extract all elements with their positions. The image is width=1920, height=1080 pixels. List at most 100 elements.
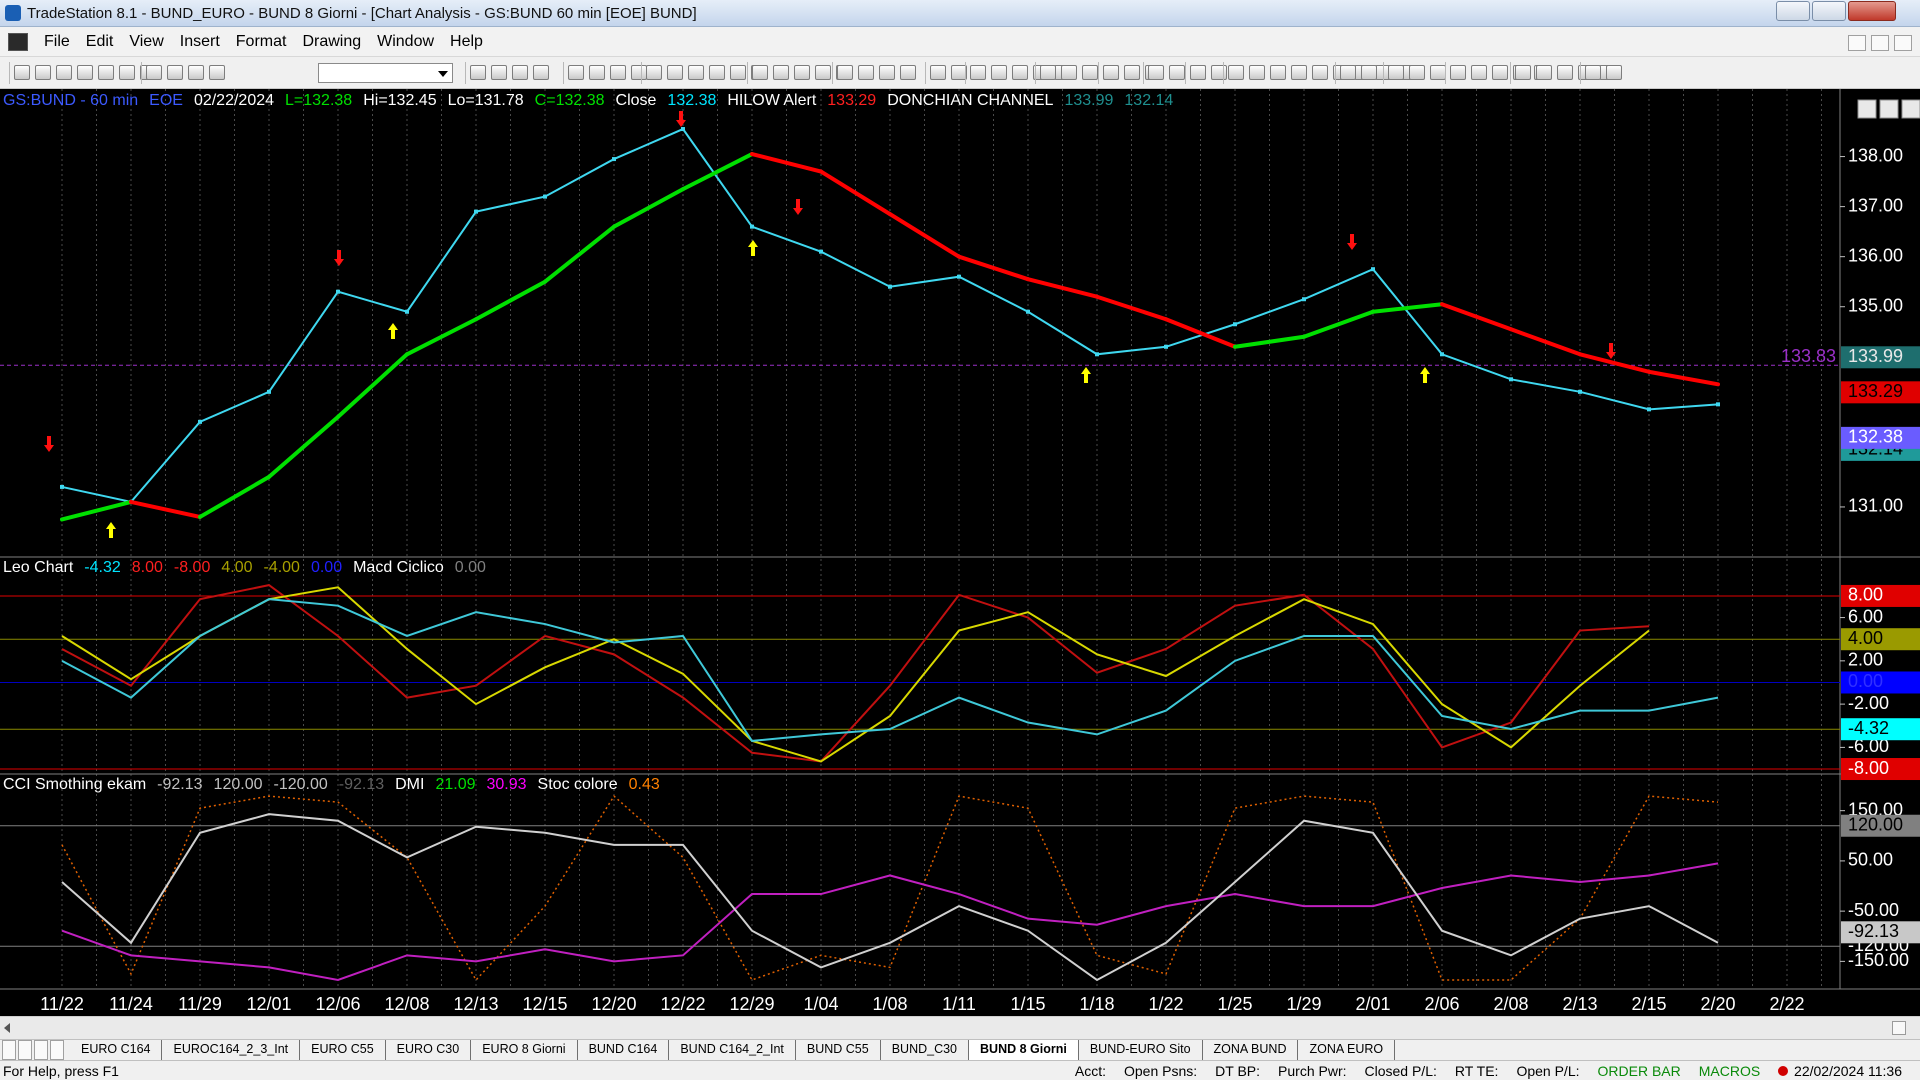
menu-item[interactable]: View [129, 32, 164, 50]
workspace-tab[interactable]: BUND C55 [796, 1040, 881, 1060]
toolbar-button[interactable] [646, 65, 662, 80]
horizontal-scrollbar[interactable] [0, 1016, 1920, 1039]
workspace-tab[interactable]: EURO C55 [300, 1040, 386, 1060]
toolbar-button[interactable] [1148, 65, 1164, 80]
toolbar-button[interactable] [815, 65, 831, 80]
toolbar-button[interactable] [1211, 65, 1227, 80]
toolbar-button[interactable] [119, 65, 135, 80]
chart-window-button[interactable] [1879, 99, 1899, 119]
toolbar-button[interactable] [146, 65, 162, 80]
chart-window-button[interactable] [1857, 99, 1877, 119]
toolbar-button[interactable] [1492, 65, 1508, 80]
toolbar-button[interactable] [631, 65, 647, 80]
toolbar-button[interactable] [1249, 65, 1265, 80]
toolbar-button[interactable] [1388, 65, 1404, 80]
menu-item[interactable]: Window [377, 32, 435, 50]
toolbar-button[interactable] [1585, 65, 1601, 80]
scroll-thumb[interactable] [1892, 1021, 1906, 1035]
menu-item[interactable]: File [44, 32, 70, 50]
toolbar-button[interactable] [568, 65, 584, 80]
toolbar-button[interactable] [1190, 65, 1206, 80]
tab-nav-prev[interactable] [18, 1040, 32, 1060]
tab-nav-last[interactable] [50, 1040, 64, 1060]
menu-item[interactable]: Drawing [302, 32, 362, 50]
toolbar-button[interactable] [991, 65, 1007, 80]
workspace-tab[interactable]: BUND C164 [578, 1040, 670, 1060]
toolbar-button[interactable] [667, 65, 683, 80]
toolbar-button[interactable] [1450, 65, 1466, 80]
toolbar-button[interactable] [188, 65, 204, 80]
toolbar-button[interactable] [1228, 65, 1244, 80]
toolbar-button[interactable] [951, 65, 967, 80]
minimize-button[interactable] [1776, 1, 1810, 21]
workspace-tab[interactable]: BUND-EURO Sito [1079, 1040, 1203, 1060]
menu-item[interactable]: Edit [85, 32, 114, 50]
document-icon[interactable] [8, 32, 28, 51]
toolbar-button[interactable] [35, 65, 51, 80]
workspace-tab[interactable]: ZONA BUND [1203, 1040, 1299, 1060]
toolbar-button[interactable] [533, 65, 549, 80]
toolbar-button[interactable] [1082, 65, 1098, 80]
workspace-tab[interactable]: EURO C30 [386, 1040, 472, 1060]
toolbar-button[interactable] [688, 65, 704, 80]
toolbar-button[interactable] [1291, 65, 1307, 80]
toolbar-button[interactable] [752, 65, 768, 80]
toolbar-button[interactable] [1515, 65, 1531, 80]
toolbar-button[interactable] [930, 65, 946, 80]
toolbar-button[interactable] [1606, 65, 1622, 80]
toolbar-button[interactable] [1061, 65, 1077, 80]
toolbar-button[interactable] [900, 65, 916, 80]
toolbar-button[interactable] [730, 65, 746, 80]
chart-window-button[interactable] [1901, 99, 1920, 119]
mdi-close[interactable] [1894, 35, 1912, 51]
toolbar-button[interactable] [773, 65, 789, 80]
workspace-tab[interactable]: BUND C164_2_Int [669, 1040, 796, 1060]
menu-item[interactable]: Format [235, 32, 287, 50]
symbol-dropdown[interactable] [318, 63, 453, 83]
toolbar-button[interactable] [98, 65, 114, 80]
workspace-tab[interactable]: BUND_C30 [881, 1040, 970, 1060]
toolbar-button[interactable] [1471, 65, 1487, 80]
toolbar-button[interactable] [1409, 65, 1425, 80]
toolbar-button[interactable] [1040, 65, 1056, 80]
toolbar-button[interactable] [491, 65, 507, 80]
toolbar-button[interactable] [1557, 65, 1573, 80]
toolbar-button[interactable] [858, 65, 874, 80]
tab-nav-next[interactable] [34, 1040, 48, 1060]
toolbar-button[interactable] [1270, 65, 1286, 80]
toolbar-button[interactable] [610, 65, 626, 80]
toolbar-button[interactable] [1536, 65, 1552, 80]
toolbar-button[interactable] [512, 65, 528, 80]
close-button[interactable] [1848, 1, 1896, 21]
toolbar-button[interactable] [589, 65, 605, 80]
maximize-button[interactable] [1812, 1, 1846, 21]
workspace-tab[interactable]: EUROC164_2_3_Int [162, 1040, 301, 1060]
toolbar-button[interactable] [209, 65, 225, 80]
mdi-restore[interactable] [1871, 35, 1889, 51]
workspace-tab[interactable]: BUND 8 Giorni [969, 1040, 1079, 1060]
toolbar-button[interactable] [1312, 65, 1328, 80]
menu-item[interactable]: Help [450, 32, 483, 50]
menu-item[interactable]: Insert [179, 32, 220, 50]
toolbar-button[interactable] [879, 65, 895, 80]
toolbar-button[interactable] [1340, 65, 1356, 80]
toolbar-button[interactable] [56, 65, 72, 80]
workspace-tab[interactable]: EURO 8 Giorni [471, 1040, 578, 1060]
workspace-tab[interactable]: EURO C164 [70, 1040, 163, 1060]
toolbar-button[interactable] [14, 65, 30, 80]
mdi-minimize[interactable] [1848, 35, 1866, 51]
toolbar-button[interactable] [470, 65, 486, 80]
toolbar-button[interactable] [167, 65, 183, 80]
toolbar-button[interactable] [1124, 65, 1140, 80]
toolbar-button[interactable] [1361, 65, 1377, 80]
scroll-left[interactable] [4, 1023, 10, 1033]
workspace-tab[interactable]: ZONA EURO [1298, 1040, 1396, 1060]
toolbar-button[interactable] [1012, 65, 1028, 80]
toolbar-button[interactable] [77, 65, 93, 80]
toolbar-button[interactable] [1103, 65, 1119, 80]
toolbar-button[interactable] [794, 65, 810, 80]
toolbar-button[interactable] [709, 65, 725, 80]
toolbar-button[interactable] [1430, 65, 1446, 80]
toolbar-button[interactable] [970, 65, 986, 80]
toolbar-button[interactable] [837, 65, 853, 80]
